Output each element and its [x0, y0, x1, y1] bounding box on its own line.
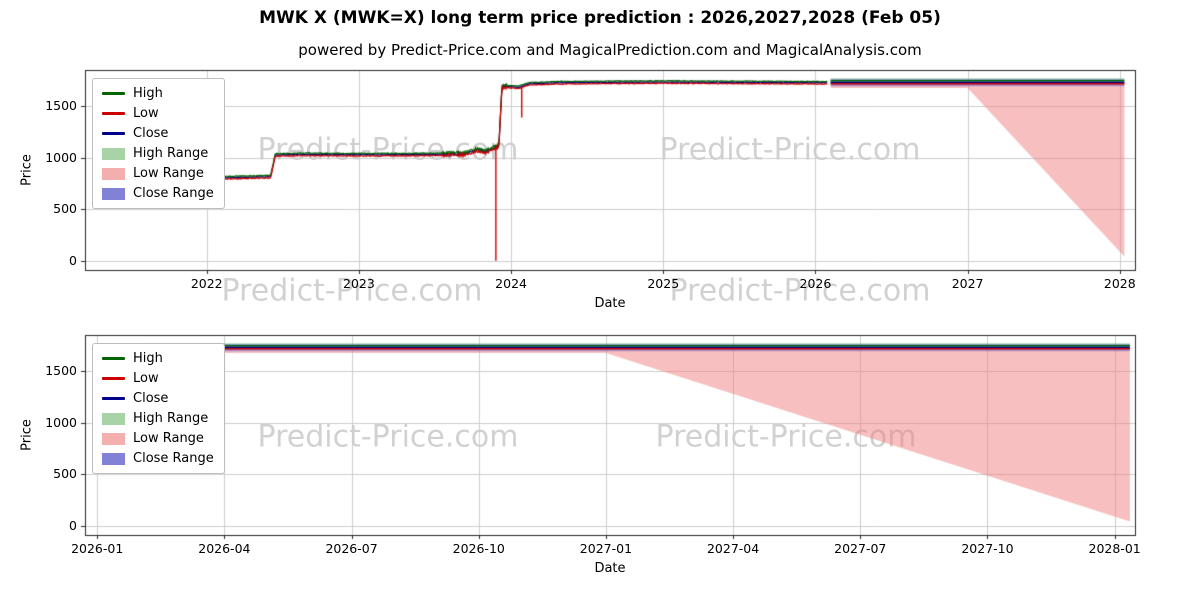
x-tick-label: 2028-01	[1088, 541, 1141, 556]
x-tick-label: 2023	[343, 276, 375, 291]
legend-label: Low Range	[133, 431, 204, 446]
legend-top-chart: High Low Close High Range Low Range Close Ran…	[92, 78, 225, 209]
legend-label: Low	[133, 106, 159, 121]
x-tick-label: 2026-01	[71, 541, 124, 556]
legend-label: High Range	[133, 146, 209, 161]
legend-line-swatch	[102, 357, 125, 360]
chart-subtitle: powered by Predict-Price.com and Magical…	[298, 41, 922, 59]
x-tick-label: 2024	[495, 276, 527, 291]
legend-label: Low	[133, 371, 159, 386]
figure-title: MWK X (MWK=X) long term price prediction…	[259, 8, 941, 28]
x-tick-label: 2027-10	[961, 541, 1014, 556]
legend-label: Close Range	[133, 451, 214, 466]
x-axis-label-top-chart: Date	[594, 296, 626, 311]
x-tick-label: 2025	[647, 276, 680, 291]
legend-label: Close	[133, 391, 169, 406]
legend-label: Close	[133, 126, 169, 141]
legend-band-swatch	[102, 412, 125, 425]
legend-band-swatch	[102, 167, 125, 180]
legend-line-swatch	[102, 132, 125, 135]
legend-band-swatch	[102, 452, 125, 465]
legend-bottom-chart: High Low Close High Range Low Range Close Ran…	[92, 343, 225, 474]
x-tick-label: 2027-07	[834, 541, 887, 556]
y-tick-label: 500	[53, 201, 77, 217]
x-axis-label-bottom-chart: Date	[594, 561, 626, 576]
x-tick-label: 2022	[190, 276, 223, 291]
legend-band-swatch	[102, 187, 125, 200]
y-tick-label: 1500	[45, 363, 77, 379]
x-tick-label: 2027	[951, 276, 984, 291]
legend-item-low-range: Low Range	[102, 430, 214, 447]
x-tick-label: 2028	[1103, 276, 1136, 291]
legend-label: High	[133, 86, 163, 101]
y-tick-label: 0	[69, 517, 77, 533]
legend-item-close: Close	[102, 390, 214, 407]
legend-item-close: Close	[102, 125, 214, 142]
x-tick-label: 2027-04	[706, 541, 760, 556]
legend-label: High	[133, 351, 163, 366]
x-tick-label: 2026-04	[198, 541, 251, 556]
legend-label: High Range	[133, 411, 209, 426]
legend-line-swatch	[102, 377, 125, 380]
legend-item-close-range: Close Range	[102, 450, 214, 467]
legend-label: Low Range	[133, 166, 204, 181]
legend-line-swatch	[102, 92, 125, 95]
y-axis-label-bottom-chart: Price	[19, 419, 35, 451]
legend-item-high-range: High Range	[102, 145, 214, 162]
y-tick-label: 1000	[45, 414, 77, 430]
y-tick-label: 1500	[45, 98, 77, 114]
legend-band-swatch	[102, 432, 125, 445]
x-tick-label: 2026	[799, 276, 832, 291]
y-tick-label: 0	[69, 252, 77, 268]
y-tick-label: 500	[53, 466, 77, 482]
legend-label: Close Range	[133, 186, 214, 201]
legend-band-swatch	[102, 147, 125, 160]
legend-item-low: Low	[102, 105, 214, 122]
x-tick-label: 2026-07	[325, 541, 378, 556]
legend-item-high-range: High Range	[102, 410, 214, 427]
x-tick-label: 2026-10	[452, 541, 505, 556]
legend-line-swatch	[102, 397, 125, 400]
legend-item-close-range: Close Range	[102, 185, 214, 202]
legend-item-low: Low	[102, 370, 214, 387]
y-tick-label: 1000	[45, 149, 77, 165]
legend-item-high: High	[102, 85, 214, 102]
legend-item-high: High	[102, 350, 214, 367]
y-axis-label-top-chart: Price	[19, 154, 35, 186]
legend-line-swatch	[102, 112, 125, 115]
x-tick-label: 2027-01	[579, 541, 633, 556]
legend-item-low-range: Low Range	[102, 165, 214, 182]
